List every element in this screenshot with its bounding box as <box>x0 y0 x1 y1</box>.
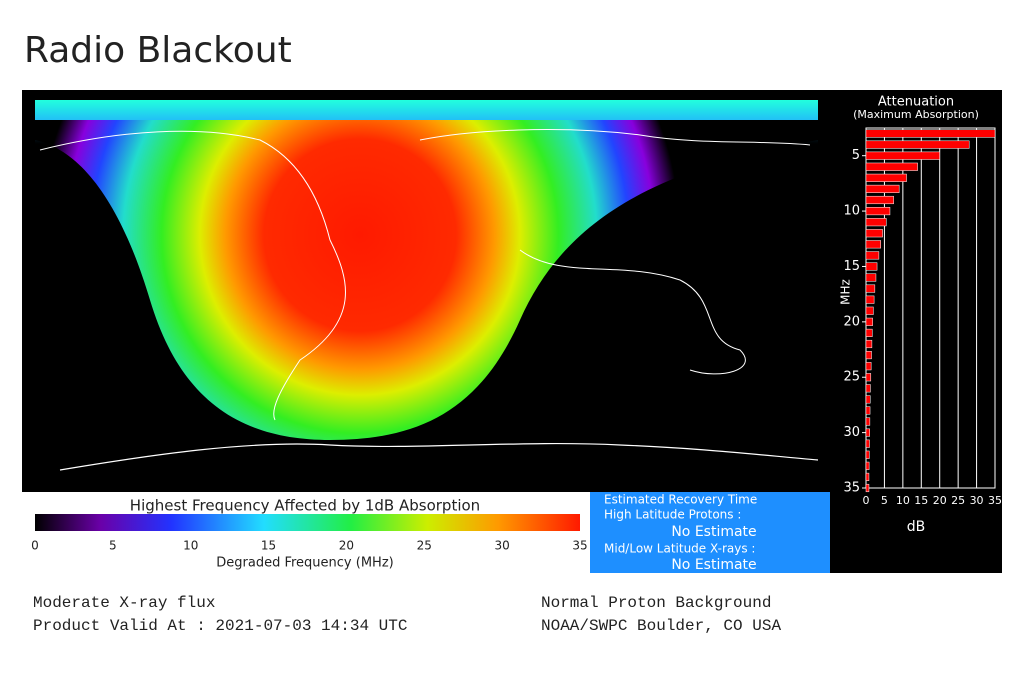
chart-title: Attenuation <box>878 95 954 110</box>
x-tick-label: 0 <box>863 494 870 507</box>
bar <box>865 240 881 249</box>
bar <box>865 262 878 271</box>
coastline <box>419 129 811 375</box>
bar <box>865 251 880 260</box>
x-tick-label: 15 <box>914 494 928 507</box>
recovery-label: High Latitude Protons : <box>604 508 741 522</box>
x-tick-label: 30 <box>970 494 984 507</box>
colorbar-tick-label: 10 <box>183 539 198 553</box>
x-tick-label: 10 <box>896 494 910 507</box>
colorbar-label: Degraded Frequency (MHz) <box>216 556 393 571</box>
footer-text: Normal Proton Background <box>541 594 771 612</box>
colorbar-tick-label: 25 <box>417 539 432 553</box>
x-tick-label: 25 <box>951 494 965 507</box>
bar <box>865 472 870 481</box>
x-tick-label: 5 <box>881 494 888 507</box>
attenuation-chart: Attenuation (Maximum Absorption) MHz dB … <box>839 95 1003 536</box>
recovery-box <box>590 492 830 573</box>
y-tick-label: 20 <box>843 314 860 329</box>
bar <box>865 284 876 293</box>
page-title: Radio Blackout <box>24 30 292 71</box>
bar <box>865 373 872 382</box>
bar <box>865 151 940 160</box>
colorbar-ticks: 0 5 10 15 20 25 30 35 <box>31 539 587 553</box>
bar <box>865 273 877 282</box>
colorbar-tick-label: 20 <box>339 539 354 553</box>
map <box>35 100 819 471</box>
y-tick-label: 30 <box>843 425 860 440</box>
bar <box>865 384 871 393</box>
footer-text: NOAA/SWPC Boulder, CO USA <box>541 617 781 635</box>
recovery-text: Estimated Recovery Time High Latitude Pr… <box>604 493 757 574</box>
bar <box>865 406 871 415</box>
bar <box>865 295 875 304</box>
colorbar-tick-label: 0 <box>31 539 39 553</box>
bar <box>865 229 883 238</box>
bar <box>865 306 874 315</box>
footer-text: Moderate X-ray flux <box>33 594 215 612</box>
bar <box>865 450 870 459</box>
bar <box>865 428 870 437</box>
scale-panel <box>22 492 590 573</box>
bar <box>865 483 870 493</box>
chart-subtitle: (Maximum Absorption) <box>853 108 979 121</box>
y-tick-label: 5 <box>852 148 860 163</box>
colorbar-tick-label: 15 <box>261 539 276 553</box>
bar <box>865 173 907 182</box>
x-axis-label: dB <box>907 519 926 535</box>
absorption-region <box>35 120 818 440</box>
recovery-label: Mid/Low Latitude X-rays : <box>604 542 755 556</box>
bar <box>865 162 918 171</box>
bar <box>865 129 996 138</box>
footer-text: Product Valid At : 2021-07-03 14:34 UTC <box>33 617 407 635</box>
x-tick-label: 35 <box>988 494 1002 507</box>
bar <box>865 417 871 426</box>
y-tick-label: 25 <box>843 370 860 385</box>
colorbar-title: Highest Frequency Affected by 1dB Absorp… <box>130 497 480 515</box>
y-tick-label: 35 <box>843 481 860 496</box>
y-tick-label: 15 <box>843 259 860 274</box>
y-tick-label: 10 <box>843 204 860 219</box>
bar <box>865 351 872 360</box>
colorbar-tick-label: 5 <box>109 539 117 553</box>
colorbar <box>35 514 580 531</box>
bar <box>865 195 894 205</box>
bar <box>865 439 870 448</box>
bar <box>865 461 870 470</box>
colorbar-tick-label: 30 <box>495 539 510 553</box>
y-axis-label: MHz <box>839 279 853 305</box>
bar <box>865 328 873 337</box>
coastline <box>39 130 346 421</box>
bar <box>865 184 900 193</box>
bar <box>865 140 970 149</box>
bar <box>865 218 887 227</box>
x-tick-label: 20 <box>933 494 947 507</box>
bar <box>865 339 873 349</box>
bar <box>865 395 871 404</box>
recovery-title: Estimated Recovery Time <box>604 493 757 507</box>
coastline <box>59 442 819 471</box>
recovery-value: No Estimate <box>671 557 756 573</box>
bar <box>865 317 873 326</box>
colorbar-tick-label: 35 <box>572 539 587 553</box>
bar <box>865 362 872 371</box>
recovery-value: No Estimate <box>671 524 756 540</box>
bar <box>865 207 891 216</box>
